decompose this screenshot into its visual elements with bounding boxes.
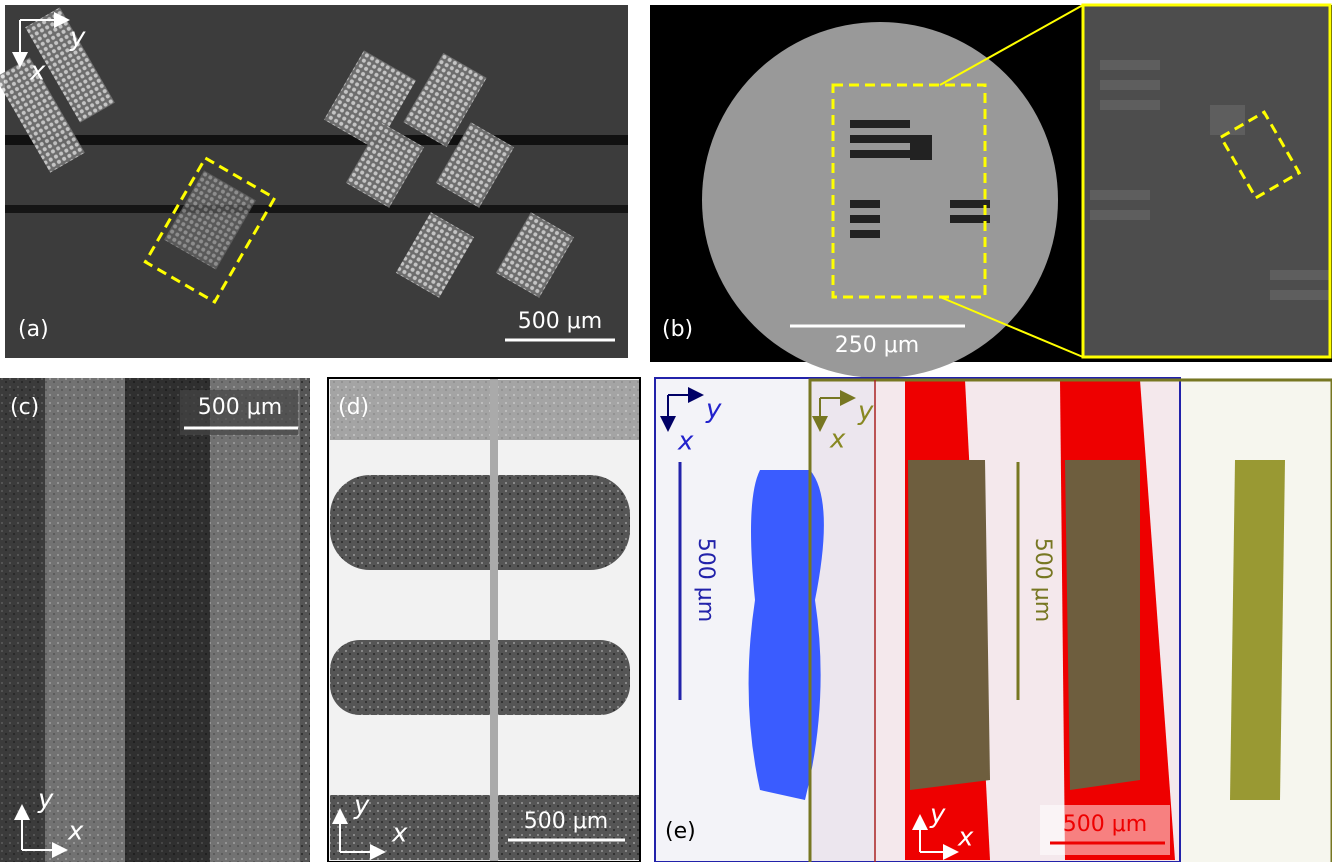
- panel-d: (d) 500 μm y x: [327, 377, 641, 862]
- axis-label: y: [37, 785, 54, 815]
- axis-label: x: [829, 425, 846, 455]
- panel-label: (c): [10, 395, 39, 420]
- axis-label: y: [69, 23, 86, 53]
- panel-label: (b): [662, 317, 693, 342]
- axis-label: x: [957, 823, 974, 853]
- panel-label: (d): [338, 395, 369, 420]
- panel-c: (c) 500 μm y x: [0, 378, 310, 862]
- panel-label: (a): [18, 317, 49, 342]
- axis-label: y: [857, 397, 874, 427]
- axis-label: y: [705, 395, 722, 425]
- axis-label: x: [391, 819, 408, 849]
- panel-b: (b) 250 μm: [650, 3, 1332, 378]
- axis-label: x: [677, 427, 694, 457]
- scale-bar-label: 500 μm: [1030, 538, 1055, 622]
- scale-bar-label: 500 μm: [1063, 812, 1147, 837]
- scale-bar-label: 250 μm: [835, 333, 919, 358]
- panel-e: y x y x 500 μm 500 μm (e) 500 μm y x: [654, 377, 1332, 862]
- panel-label: (e): [665, 819, 696, 844]
- axis-label: x: [29, 57, 46, 87]
- scale-bar-label: 500 μm: [693, 538, 718, 622]
- axis-label: y: [353, 791, 370, 821]
- scale-bar-label: 500 μm: [524, 809, 608, 834]
- scale-bar-label: 500 μm: [198, 395, 282, 420]
- axis-label: x: [67, 817, 84, 847]
- axis-label: y: [929, 800, 946, 830]
- panel-a: y x (a) 500 μm: [0, 5, 628, 358]
- scale-bar-label: 500 μm: [518, 309, 602, 334]
